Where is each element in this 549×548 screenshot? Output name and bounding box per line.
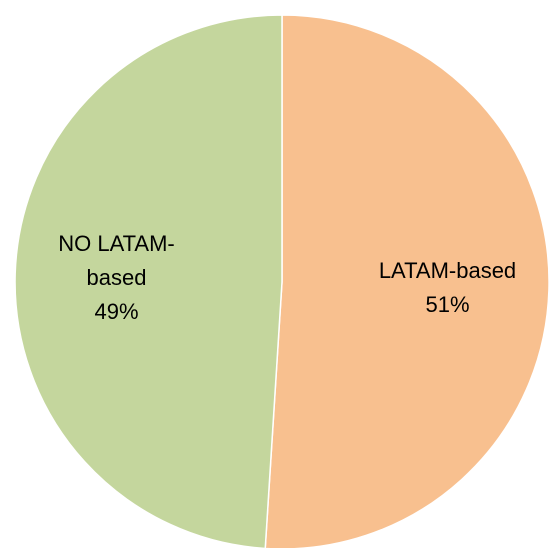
- pie-slice-label-line: 51%: [425, 292, 469, 317]
- pie-slice-label-line: NO LATAM-: [58, 231, 175, 256]
- pie-slice-label-line: LATAM-based: [379, 258, 516, 283]
- pie-slice-label-line: 49%: [94, 299, 138, 324]
- pie-slice-label: NO LATAM-based 49%: [58, 231, 175, 324]
- pie-slice-label-line: based: [87, 265, 147, 290]
- pie-slice-label: LATAM-based 51%: [379, 258, 516, 317]
- pie-slices: [14, 14, 549, 548]
- pie-labels: LATAM-based 51% NO LATAM-based 49%: [58, 231, 516, 324]
- pie-slice-no-latam-based: [14, 14, 283, 548]
